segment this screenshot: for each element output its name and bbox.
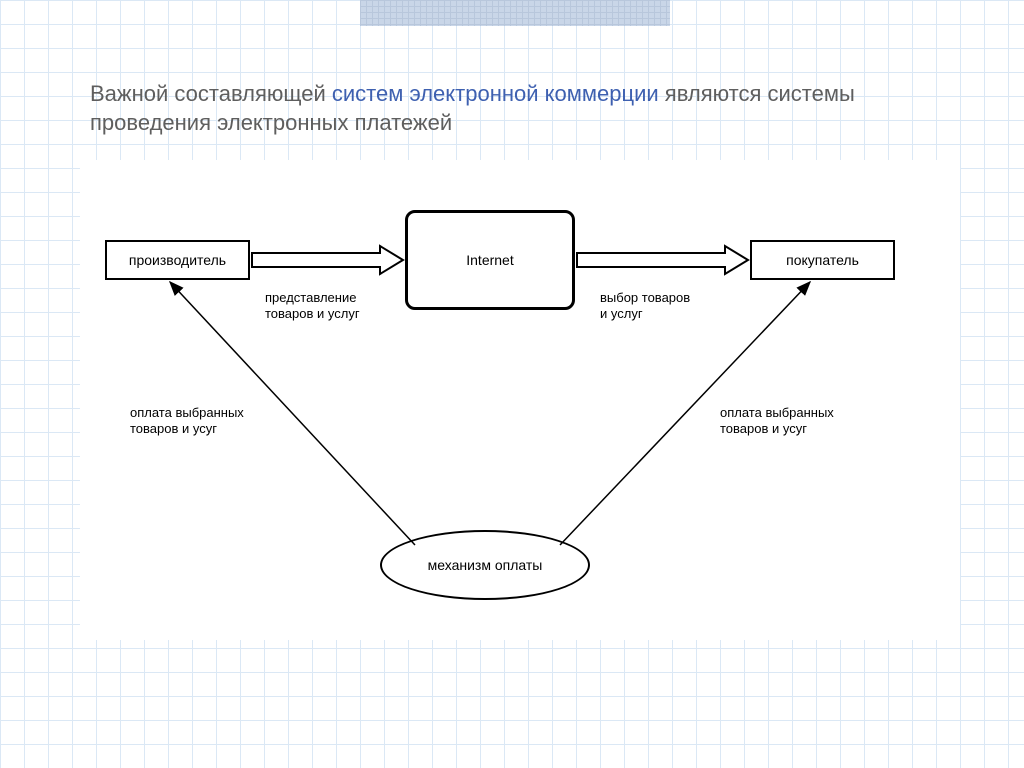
node-payment: механизм оплаты bbox=[380, 530, 590, 600]
slide-title: Важной составляющей систем электронной к… bbox=[90, 80, 890, 137]
edge-label-present: представление товаров и услуг bbox=[265, 290, 360, 321]
edge-label-choose: выбор товаров и услуг bbox=[600, 290, 690, 321]
node-payment-label: механизм оплаты bbox=[428, 557, 543, 573]
node-internet-label: Internet bbox=[466, 252, 513, 268]
node-producer-label: производитель bbox=[129, 252, 226, 268]
edge-label-pay-left: оплата выбранных товаров и усуг bbox=[130, 405, 244, 436]
decorative-top-band bbox=[360, 0, 670, 26]
edge-label-pay-right: оплата выбранных товаров и усуг bbox=[720, 405, 834, 436]
node-buyer: покупатель bbox=[750, 240, 895, 280]
title-part1: Важной составляющей bbox=[90, 81, 332, 106]
node-internet: Internet bbox=[405, 210, 575, 310]
title-highlight: систем электронной коммерции bbox=[332, 81, 659, 106]
node-producer: производитель bbox=[105, 240, 250, 280]
node-buyer-label: покупатель bbox=[786, 252, 859, 268]
